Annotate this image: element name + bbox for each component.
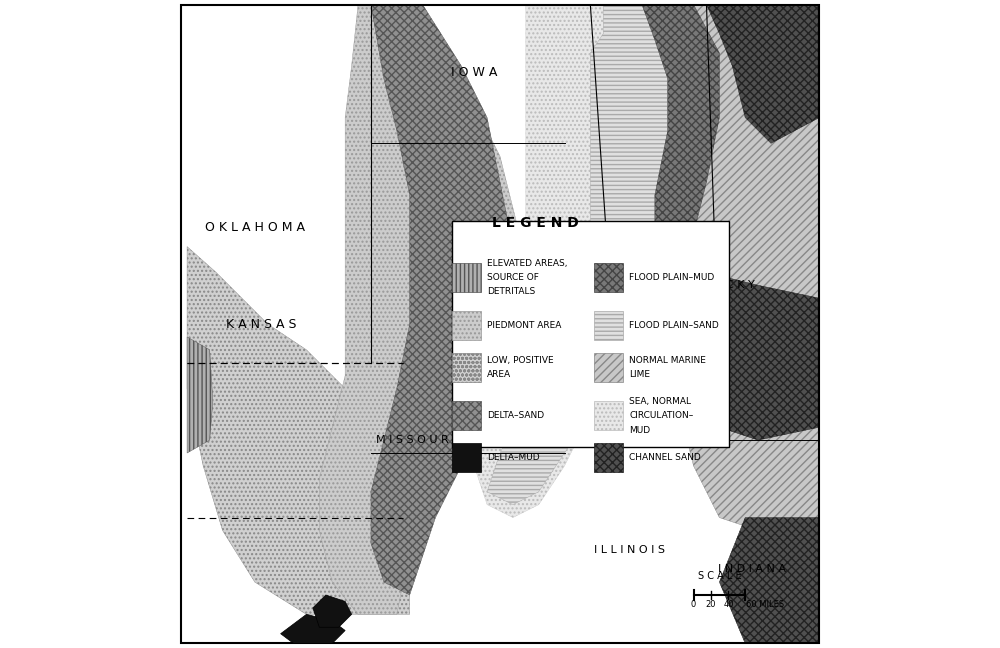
- Text: I O W A: I O W A: [451, 66, 497, 79]
- Text: MUD: MUD: [629, 426, 650, 435]
- Text: ELEVATED AREAS,: ELEVATED AREAS,: [487, 259, 568, 268]
- Text: 20: 20: [706, 599, 716, 608]
- Text: FLOOD PLAIN–SAND: FLOOD PLAIN–SAND: [629, 321, 719, 330]
- Text: 40: 40: [723, 599, 734, 608]
- Polygon shape: [281, 614, 345, 643]
- Bar: [594, 443, 623, 472]
- Bar: [452, 262, 481, 292]
- Polygon shape: [694, 272, 819, 440]
- Text: DETRITALS: DETRITALS: [487, 287, 535, 296]
- Text: I N D I A N A: I N D I A N A: [718, 564, 786, 574]
- Bar: [594, 262, 623, 292]
- Bar: [452, 221, 729, 446]
- Polygon shape: [187, 337, 213, 453]
- Polygon shape: [487, 5, 668, 505]
- Text: DELTA–MUD: DELTA–MUD: [487, 454, 540, 463]
- Text: 0: 0: [691, 599, 696, 608]
- Bar: [594, 353, 623, 382]
- Bar: [452, 401, 481, 430]
- Polygon shape: [719, 518, 819, 643]
- Text: I L L I N O I S: I L L I N O I S: [594, 545, 665, 555]
- Text: LIME: LIME: [629, 370, 650, 379]
- Text: LOW, POSITIVE: LOW, POSITIVE: [487, 356, 554, 365]
- Bar: [594, 401, 623, 430]
- Polygon shape: [629, 5, 719, 401]
- Bar: [452, 443, 481, 472]
- Text: CIRCULATION–: CIRCULATION–: [629, 411, 693, 421]
- Text: FLOOD PLAIN–MUD: FLOOD PLAIN–MUD: [629, 273, 714, 282]
- Text: K A N S A S: K A N S A S: [226, 318, 297, 330]
- Polygon shape: [187, 247, 410, 614]
- Text: 60 MILES: 60 MILES: [746, 599, 785, 608]
- Bar: [452, 353, 481, 382]
- Text: PIEDMONT AREA: PIEDMONT AREA: [487, 321, 561, 330]
- Bar: [452, 311, 481, 340]
- Text: SEA, NORMAL: SEA, NORMAL: [629, 397, 691, 406]
- Text: S C A L E: S C A L E: [698, 571, 741, 581]
- Text: NORMAL MARINE: NORMAL MARINE: [629, 356, 706, 365]
- Text: CHANNEL SAND: CHANNEL SAND: [629, 454, 701, 463]
- Bar: [594, 311, 623, 340]
- Text: L E G E N D: L E G E N D: [492, 216, 579, 230]
- Polygon shape: [319, 5, 526, 614]
- Text: AREA: AREA: [487, 370, 511, 379]
- Text: O K L A H O M A: O K L A H O M A: [205, 221, 305, 234]
- Text: DELTA–SAND: DELTA–SAND: [487, 411, 544, 421]
- Polygon shape: [706, 5, 819, 143]
- Text: M I S S O U R I: M I S S O U R I: [376, 435, 456, 445]
- Polygon shape: [313, 595, 352, 627]
- Polygon shape: [474, 5, 655, 518]
- Polygon shape: [371, 5, 513, 595]
- Text: SOURCE OF: SOURCE OF: [487, 273, 539, 282]
- Polygon shape: [539, 5, 819, 531]
- Text: K E N T U C K Y: K E N T U C K Y: [671, 281, 755, 290]
